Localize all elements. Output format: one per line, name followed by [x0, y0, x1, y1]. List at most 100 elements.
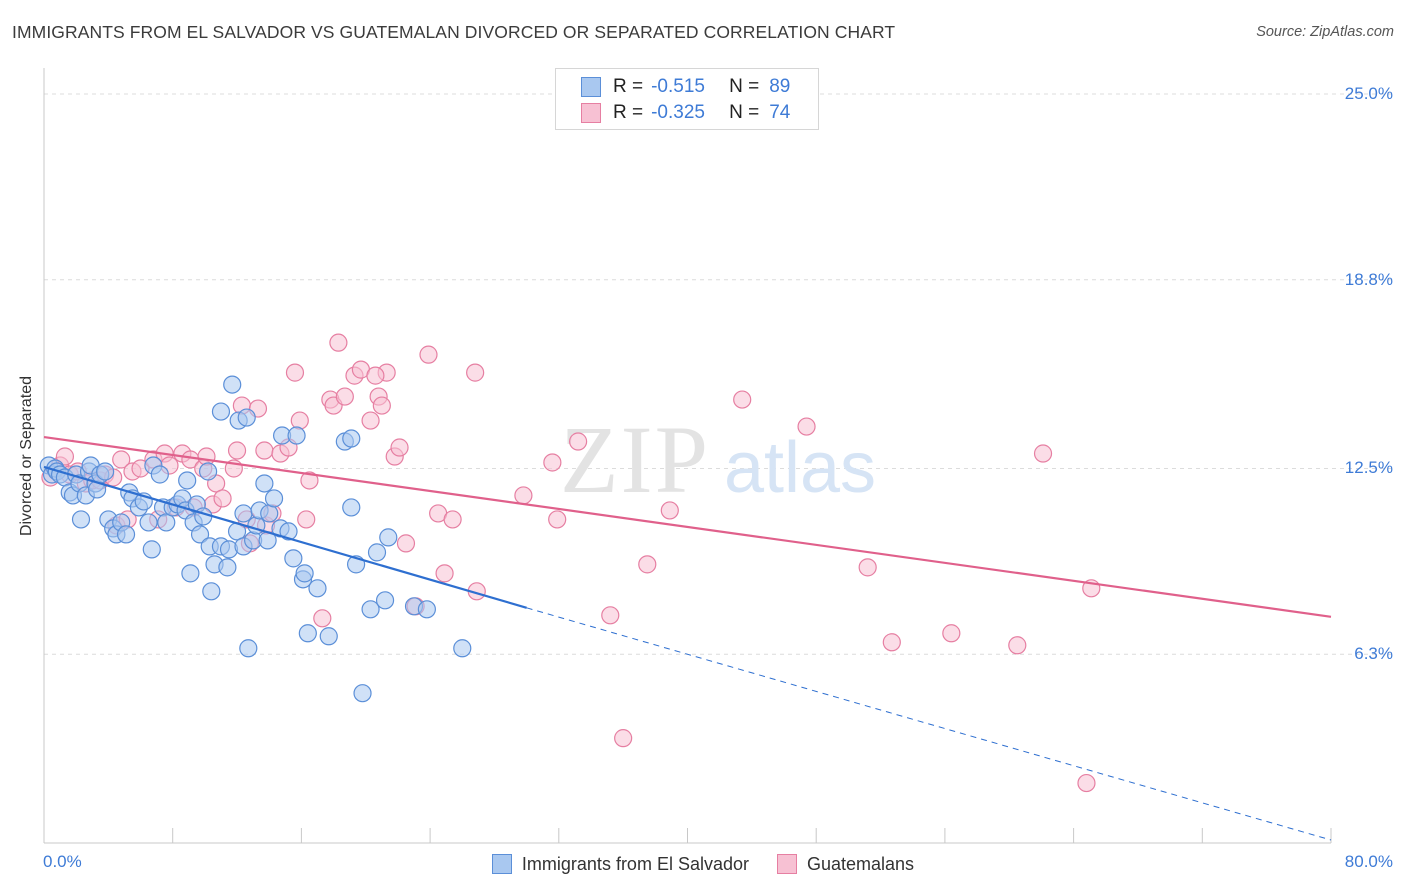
- data-point: [218, 558, 237, 577]
- trend-line-el-salvador: [43, 465, 527, 609]
- data-point: [157, 513, 176, 532]
- r-key: R =: [613, 102, 644, 123]
- data-point: [390, 438, 409, 457]
- data-point: [213, 489, 232, 508]
- r-key: R =: [613, 76, 644, 97]
- pink-swatch: [581, 103, 601, 123]
- data-point: [514, 486, 533, 505]
- data-point: [178, 471, 197, 490]
- n-value: 74: [769, 102, 791, 123]
- data-point: [116, 525, 136, 544]
- legend-item-guatemalans[interactable]: Guatemalans: [777, 854, 914, 875]
- data-point: [197, 447, 216, 466]
- data-point: [329, 333, 348, 352]
- data-point: [1033, 444, 1053, 463]
- data-point: [453, 639, 472, 658]
- data-point: [298, 624, 317, 643]
- data-point: [198, 462, 218, 481]
- data-point: [569, 432, 588, 451]
- data-point: [601, 606, 620, 625]
- stats-legend: R = -0.515 N = 89 R = -0.325 N = 74: [555, 68, 819, 130]
- data-point: [279, 522, 298, 541]
- chart-title: IMMIGRANTS FROM EL SALVADOR VS GUATEMALA…: [12, 22, 896, 42]
- data-point: [614, 729, 633, 748]
- blue-swatch: [491, 854, 512, 874]
- data-point: [181, 564, 200, 583]
- data-point: [443, 510, 462, 529]
- data-point: [1077, 773, 1096, 793]
- stats-row-guatemalans: R = -0.325 N = 74: [581, 101, 791, 125]
- data-point: [361, 600, 380, 619]
- r-value: -0.325: [651, 102, 705, 123]
- data-point: [237, 408, 256, 427]
- data-point: [285, 363, 305, 382]
- data-point: [342, 429, 361, 448]
- data-point: [139, 513, 158, 532]
- pink-swatch: [777, 854, 797, 874]
- data-point: [466, 363, 485, 382]
- stats-row-el-salvador: R = -0.515 N = 89: [581, 75, 791, 99]
- y-tick-label: 25.0%: [1344, 83, 1393, 103]
- data-point: [942, 624, 961, 643]
- data-point: [295, 564, 314, 583]
- data-point: [379, 528, 398, 547]
- data-point: [264, 489, 284, 508]
- data-point: [194, 507, 213, 526]
- y-tick-label: 12.5%: [1344, 458, 1393, 478]
- data-point: [335, 387, 354, 406]
- data-point: [543, 453, 562, 472]
- legend-label: Immigrants from El Salvador: [521, 853, 749, 874]
- watermark-zip: ZIP: [560, 406, 710, 513]
- n-key: N =: [729, 102, 760, 123]
- data-point: [150, 465, 169, 484]
- data-point: [308, 579, 327, 598]
- series-el-salvador: [39, 375, 472, 703]
- data-point: [797, 417, 816, 436]
- data-point: [353, 684, 372, 703]
- data-point: [297, 510, 316, 529]
- data-point: [638, 555, 657, 574]
- data-point: [858, 558, 877, 577]
- source-label: Source: ZipAtlas.com: [1256, 24, 1394, 40]
- y-axis-label: Divorced or Separated: [18, 375, 35, 537]
- data-point: [361, 411, 380, 430]
- watermark: ZIP atlas: [560, 406, 876, 513]
- data-point: [417, 600, 436, 619]
- data-point: [372, 396, 391, 415]
- y-tick-label: 6.3%: [1354, 644, 1393, 664]
- legend-item-el-salvador[interactable]: Immigrants from El Salvador: [491, 853, 749, 875]
- data-point: [112, 450, 131, 469]
- n-value: 89: [769, 76, 791, 97]
- data-point: [882, 633, 901, 652]
- data-point: [419, 345, 438, 364]
- data-point: [660, 501, 679, 520]
- data-point: [396, 534, 416, 553]
- x-tick-min: 0.0%: [43, 852, 82, 871]
- data-point: [366, 366, 385, 385]
- data-point: [239, 639, 258, 658]
- data-point: [300, 471, 319, 490]
- trend-line-el-salvador-extension: [526, 607, 1332, 841]
- data-point: [211, 402, 231, 421]
- data-point: [190, 525, 210, 544]
- data-point: [96, 462, 115, 481]
- data-point: [287, 426, 306, 445]
- data-point: [313, 609, 332, 628]
- trend-lines: [43, 435, 1332, 841]
- data-point: [55, 447, 75, 466]
- n-key: N =: [729, 76, 760, 97]
- data-point: [71, 510, 91, 529]
- blue-swatch: [581, 77, 601, 97]
- trend-line-guatemalans: [43, 435, 1332, 618]
- axes: [43, 68, 1332, 844]
- data-point: [142, 540, 161, 559]
- data-point: [548, 510, 567, 529]
- watermark-atlas: atlas: [724, 428, 876, 508]
- y-tick-label: 18.8%: [1344, 269, 1393, 289]
- data-point: [290, 411, 309, 430]
- data-point: [227, 441, 247, 460]
- x-tick-max: 80.0%: [1344, 852, 1393, 871]
- data-point: [342, 498, 361, 517]
- data-point: [319, 627, 338, 646]
